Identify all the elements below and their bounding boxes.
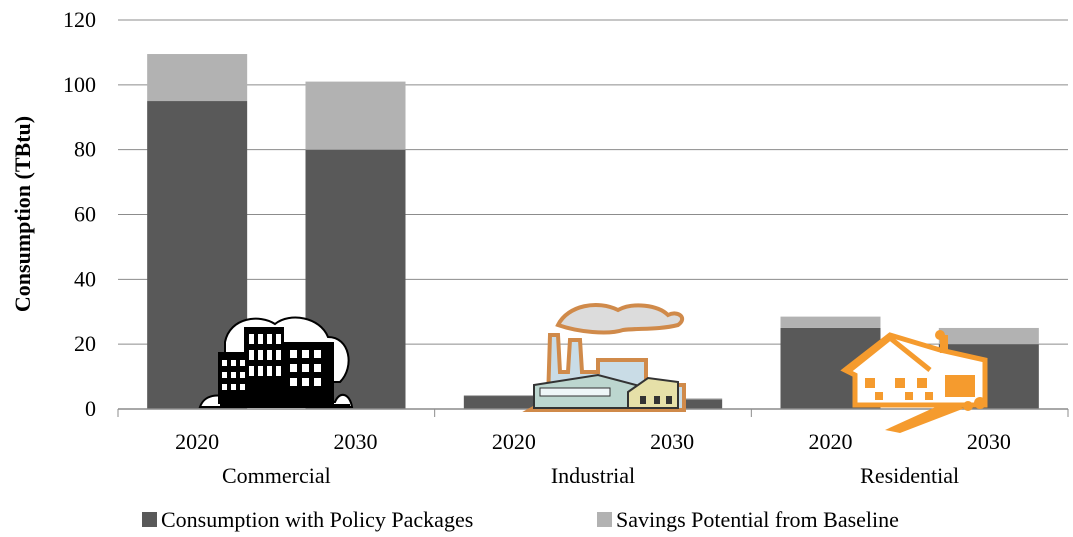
y-tick-label: 120 — [63, 7, 96, 32]
y-tick-label: 100 — [63, 72, 96, 97]
bar-savings — [780, 316, 881, 328]
house-icon — [840, 330, 988, 433]
y-tick-label: 80 — [74, 137, 96, 162]
legend-label: Savings Potential from Baseline — [616, 507, 899, 532]
y-tick-label: 60 — [74, 202, 96, 227]
bar-savings — [463, 395, 564, 397]
y-tick-label: 40 — [74, 266, 96, 291]
bar-savings — [147, 54, 248, 102]
bar-savings — [305, 81, 406, 150]
x-tick-label: 2030 — [967, 429, 1011, 454]
group-label: Residential — [860, 463, 959, 488]
legend-swatch — [142, 512, 157, 527]
legend: Consumption with Policy Packages Savings … — [142, 507, 899, 532]
y-axis-title: Consumption (TBtu) — [10, 116, 35, 312]
bar-savings — [938, 327, 1039, 345]
group-label: Industrial — [551, 463, 635, 488]
y-tick-label: 20 — [74, 331, 96, 356]
factory-icon — [522, 303, 686, 412]
legend-label: Consumption with Policy Packages — [161, 507, 473, 532]
x-tick-label: 2020 — [492, 429, 536, 454]
group-label: Commercial — [222, 463, 331, 488]
x-tick-label: 2020 — [809, 429, 853, 454]
legend-swatch — [597, 512, 612, 527]
x-tick-label: 2030 — [334, 429, 378, 454]
x-tick-label: 2030 — [650, 429, 694, 454]
office-buildings-icon — [198, 316, 354, 408]
y-tick-label: 0 — [85, 396, 96, 421]
x-tick-label: 2020 — [175, 429, 219, 454]
gridlines — [118, 19, 1068, 345]
